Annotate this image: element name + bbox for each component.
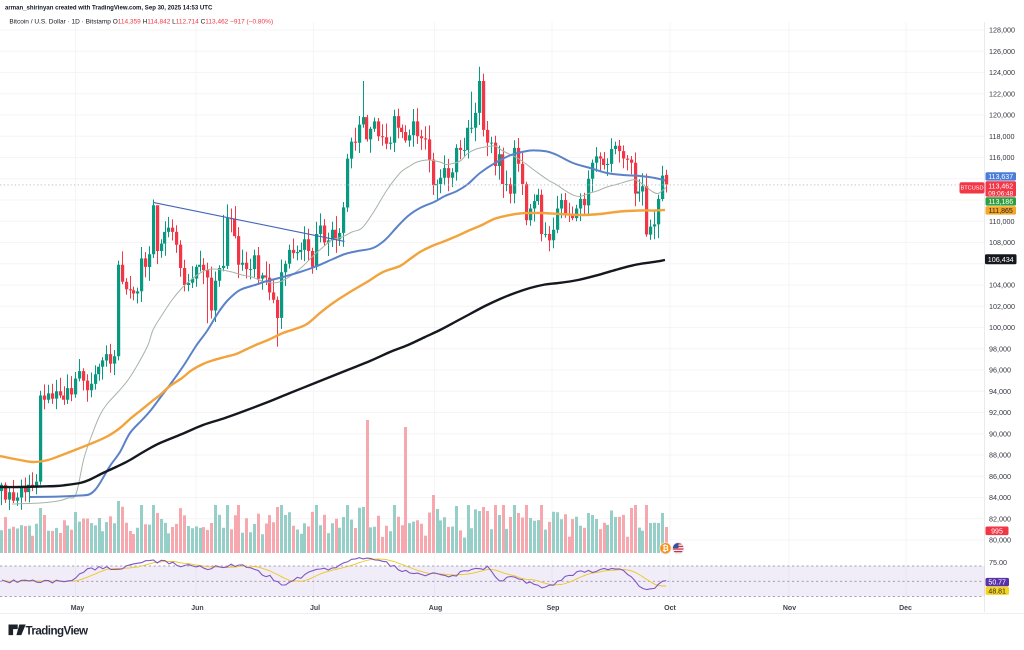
svg-text:122,000: 122,000 (989, 89, 1015, 98)
svg-text:995: 995 (991, 528, 1003, 535)
svg-text:102,000: 102,000 (989, 302, 1015, 311)
svg-text:80,000: 80,000 (989, 536, 1011, 545)
svg-text:120,000: 120,000 (989, 111, 1015, 120)
svg-text:TradingView: TradingView (26, 625, 90, 638)
svg-text:BTCUSD: BTCUSD (961, 186, 984, 192)
svg-text:Bitcoin / U.S. Dollar · 1D · B: Bitcoin / U.S. Dollar · 1D · Bitstamp O1… (9, 18, 273, 25)
svg-text:82,000: 82,000 (989, 514, 1011, 523)
svg-text:88,000: 88,000 (989, 451, 1011, 460)
svg-text:Sep: Sep (547, 605, 560, 612)
svg-text:Nov: Nov (783, 605, 796, 612)
svg-text:118,000: 118,000 (989, 132, 1014, 141)
svg-text:94,000: 94,000 (989, 387, 1011, 396)
svg-text:86,000: 86,000 (989, 472, 1011, 481)
svg-text:96,000: 96,000 (989, 366, 1011, 375)
svg-text:98,000: 98,000 (989, 344, 1011, 353)
svg-text:Jul: Jul (310, 605, 320, 612)
svg-text:100,000: 100,000 (989, 323, 1015, 332)
svg-text:Aug: Aug (429, 605, 443, 612)
svg-text:113,637: 113,637 (988, 174, 1013, 181)
svg-text:126,000: 126,000 (989, 47, 1015, 56)
svg-text:75.00: 75.00 (989, 558, 1007, 567)
svg-text:110,000: 110,000 (989, 217, 1014, 226)
svg-text:92,000: 92,000 (989, 408, 1011, 417)
svg-text:124,000: 124,000 (989, 68, 1015, 77)
svg-text:90,000: 90,000 (989, 429, 1011, 438)
svg-text:Jun: Jun (191, 605, 203, 612)
svg-text:116,000: 116,000 (989, 153, 1014, 162)
svg-text:50.77: 50.77 (988, 580, 1006, 587)
svg-text:09:06:48: 09:06:48 (988, 190, 1013, 197)
svg-text:111,865: 111,865 (989, 208, 1013, 215)
svg-text:106,434: 106,434 (988, 255, 1014, 264)
svg-text:Dec: Dec (899, 605, 912, 612)
svg-text:84,000: 84,000 (989, 493, 1011, 502)
svg-text:104,000: 104,000 (989, 281, 1015, 290)
svg-text:48.81: 48.81 (988, 588, 1006, 595)
svg-text:113,462: 113,462 (988, 184, 1013, 191)
svg-text:₿: ₿ (662, 544, 669, 553)
svg-text:108,000: 108,000 (989, 238, 1015, 247)
svg-text:113,186: 113,186 (988, 199, 1013, 206)
svg-text:May: May (71, 605, 85, 612)
svg-text:arman_shirinyan created with T: arman_shirinyan created with TradingView… (5, 5, 213, 11)
svg-text:Oct: Oct (664, 605, 676, 612)
svg-text:128,000: 128,000 (989, 26, 1015, 35)
